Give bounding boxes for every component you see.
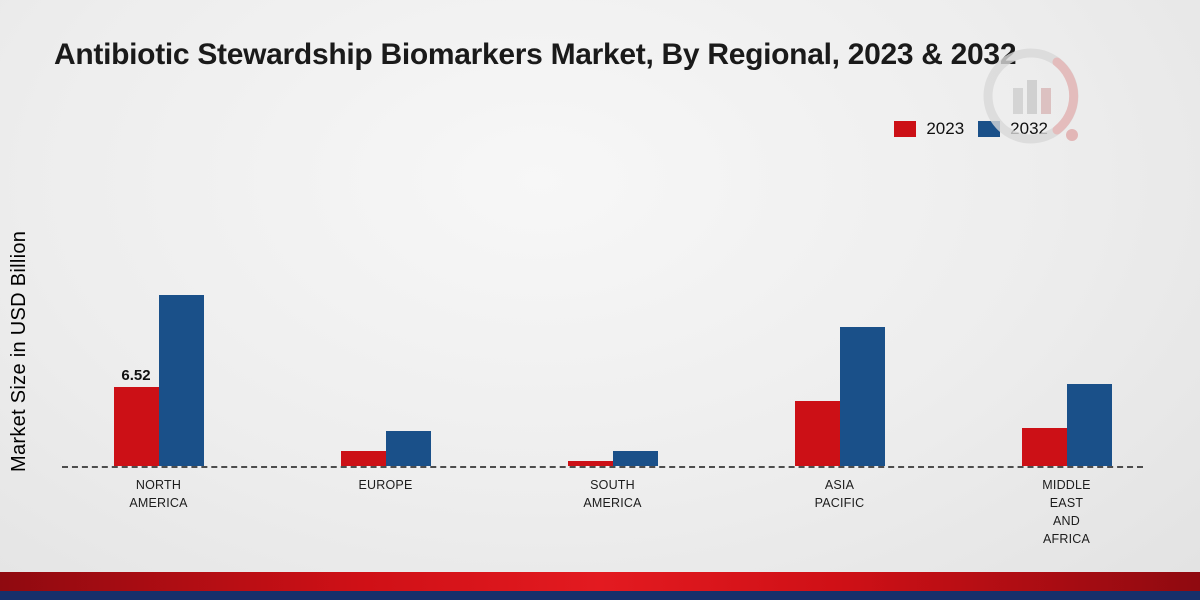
bar-group-north-america: 6.52 NORTH AMERICA bbox=[45, 0, 272, 510]
legend-swatch-2023 bbox=[894, 121, 917, 137]
footer-navy-band bbox=[0, 591, 1200, 600]
bars-asia-pacific bbox=[794, 326, 885, 466]
axis-baseline bbox=[62, 466, 1143, 468]
bar-2023-south-america bbox=[567, 460, 613, 466]
category-label-asia-pacific: ASIA PACIFIC bbox=[814, 478, 865, 510]
legend-item-2023: 2023 bbox=[894, 119, 964, 139]
bar-group-europe: EUROPE bbox=[272, 0, 499, 492]
y-axis-label: Market Size in USD Billion bbox=[8, 230, 30, 472]
bars-south-america bbox=[567, 451, 658, 466]
category-label-north-america: NORTH AMERICA bbox=[129, 478, 188, 510]
bars-north-america: 6.52 bbox=[113, 295, 204, 466]
bar-2032-middle-east-and-africa bbox=[1066, 384, 1112, 466]
bar-group-south-america: SOUTH AMERICA bbox=[499, 0, 726, 510]
bar-group-middle-east-and-africa: MIDDLE EAST AND AFRICA bbox=[953, 0, 1180, 546]
bar-2023-asia-pacific bbox=[794, 401, 840, 466]
bar-2032-south-america bbox=[612, 451, 658, 466]
category-label-south-america: SOUTH AMERICA bbox=[583, 478, 642, 510]
category-label-middle-east-and-africa: MIDDLE EAST AND AFRICA bbox=[1042, 478, 1091, 546]
watermark-logo bbox=[983, 48, 1079, 144]
bars-middle-east-and-africa bbox=[1021, 384, 1112, 466]
legend-label-2023: 2023 bbox=[926, 119, 965, 138]
bar-groups: 6.52 NORTH AMERICA EUROPE SOUTH AMERICA ASIA PA… bbox=[45, 0, 1180, 546]
bar-2032-north-america bbox=[158, 295, 204, 466]
plot-area: 6.52 NORTH AMERICA EUROPE SOUTH AMERICA ASIA PA… bbox=[45, 0, 1180, 600]
bar-2023-europe bbox=[340, 451, 386, 466]
footer-red-band bbox=[0, 572, 1200, 591]
category-label-europe: EUROPE bbox=[358, 478, 413, 492]
bars-europe bbox=[340, 430, 431, 466]
bar-2032-asia-pacific bbox=[839, 326, 885, 466]
chart-title: Antibiotic Stewardship Biomarkers Market… bbox=[54, 38, 1017, 71]
bar-2023-north-america: 6.52 bbox=[113, 367, 159, 466]
bar-2032-europe bbox=[385, 430, 431, 466]
bar-group-asia-pacific: ASIA PACIFIC bbox=[726, 0, 953, 510]
bar-value-label: 6.52 bbox=[121, 366, 151, 384]
bar-2023-middle-east-and-africa bbox=[1021, 428, 1067, 466]
